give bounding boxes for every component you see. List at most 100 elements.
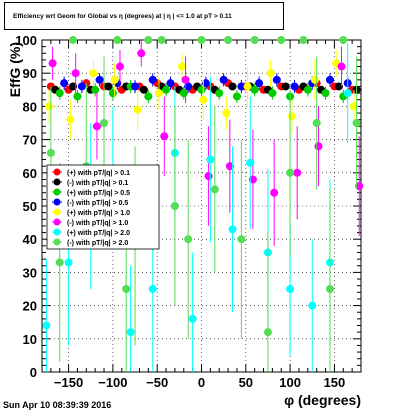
data-point	[104, 82, 113, 91]
timestamp: Sun Apr 10 08:39:39 2016	[3, 400, 112, 410]
x-tick-label: −150	[54, 375, 83, 390]
legend-marker	[53, 238, 61, 246]
data-point	[293, 168, 302, 177]
data-point	[66, 115, 75, 124]
data-point	[69, 36, 78, 44]
data-point	[42, 321, 51, 330]
y-tick-label: 10	[23, 332, 37, 347]
data-point	[314, 142, 323, 151]
legend-entry-label: (+) with pT/|q| > 1.0	[67, 210, 130, 217]
data-point	[339, 36, 348, 44]
data-point	[181, 75, 190, 84]
legend-marker	[53, 168, 61, 176]
data-point	[178, 62, 187, 71]
data-point	[222, 109, 231, 118]
data-point	[225, 162, 234, 171]
data-point	[162, 85, 171, 94]
legend-entry-label: (+) with pT/|q| > 2.0	[67, 230, 130, 237]
data-point	[69, 82, 78, 91]
data-point	[133, 105, 142, 114]
data-point	[100, 119, 109, 127]
series-5	[48, 40, 364, 246]
data-point	[263, 328, 272, 337]
data-point	[246, 158, 255, 167]
data-point	[228, 82, 237, 91]
y-tick-label: 20	[23, 299, 37, 314]
data-point	[160, 132, 169, 141]
data-point	[197, 85, 206, 94]
data-point	[148, 285, 157, 293]
data-point	[184, 82, 193, 91]
plot-title-box: Efficiency wrt Geom for Global vs η (deg…	[4, 2, 284, 30]
data-point	[201, 79, 210, 88]
data-point	[237, 82, 246, 91]
data-point	[299, 36, 308, 44]
data-point	[64, 258, 73, 267]
data-point	[337, 62, 346, 71]
y-tick-label: 90	[23, 66, 37, 81]
x-tick-label: 150	[324, 375, 346, 390]
x-tick-label: 100	[279, 375, 301, 390]
data-point	[224, 36, 233, 44]
data-point	[91, 85, 100, 94]
legend-marker	[53, 218, 61, 226]
data-point	[89, 69, 98, 78]
data-point	[286, 285, 295, 293]
legend-entry-label: (-) with pT/|q| > 0.5	[67, 200, 128, 207]
y-tick-label: 70	[23, 133, 37, 148]
data-point	[237, 235, 246, 244]
data-point	[250, 36, 259, 44]
data-point	[255, 79, 264, 88]
legend-marker	[53, 198, 61, 206]
data-point	[286, 168, 295, 177]
y-tick-label: 50	[23, 199, 37, 214]
data-point	[215, 89, 224, 98]
data-point	[139, 85, 148, 94]
y-tick-label: 60	[23, 166, 37, 181]
data-point	[166, 79, 175, 88]
data-point	[277, 36, 286, 44]
legend-entry-label: (-) with pT/|q| > 1.0	[67, 220, 128, 227]
data-point	[148, 75, 157, 84]
legend-box	[46, 164, 160, 250]
y-tick-label: 0	[30, 365, 37, 380]
legend-marker	[53, 208, 61, 216]
x-tick-label: 0	[198, 375, 205, 390]
y-tick-label: 100	[15, 33, 37, 48]
data-point	[126, 328, 135, 337]
data-point	[325, 285, 334, 293]
data-point	[131, 82, 140, 91]
data-point	[272, 75, 281, 84]
data-point	[312, 119, 321, 127]
data-point	[77, 82, 86, 91]
data-point	[321, 89, 330, 98]
data-point	[188, 314, 197, 323]
legend-marker	[53, 228, 61, 236]
data-point	[48, 59, 57, 68]
data-point	[144, 92, 153, 101]
data-point	[197, 36, 206, 44]
data-point	[290, 82, 299, 91]
data-point	[73, 92, 82, 101]
x-tick-label: −100	[98, 375, 127, 390]
data-point	[287, 112, 296, 121]
legend-marker	[53, 188, 61, 196]
data-point	[137, 49, 146, 58]
data-point	[204, 172, 213, 181]
data-point	[60, 79, 69, 88]
plot-title: Efficiency wrt Geom for Global vs η (deg…	[13, 13, 232, 20]
data-point	[108, 89, 117, 98]
data-point	[170, 202, 179, 210]
data-point	[250, 85, 259, 94]
y-tick-label: 30	[23, 265, 37, 280]
data-point	[268, 89, 277, 98]
data-point	[55, 89, 64, 98]
data-point	[325, 75, 334, 84]
data-point	[144, 36, 153, 44]
data-point	[45, 102, 54, 111]
data-point	[281, 82, 290, 91]
data-point	[349, 102, 358, 111]
data-point	[228, 225, 237, 234]
data-point	[113, 36, 122, 44]
